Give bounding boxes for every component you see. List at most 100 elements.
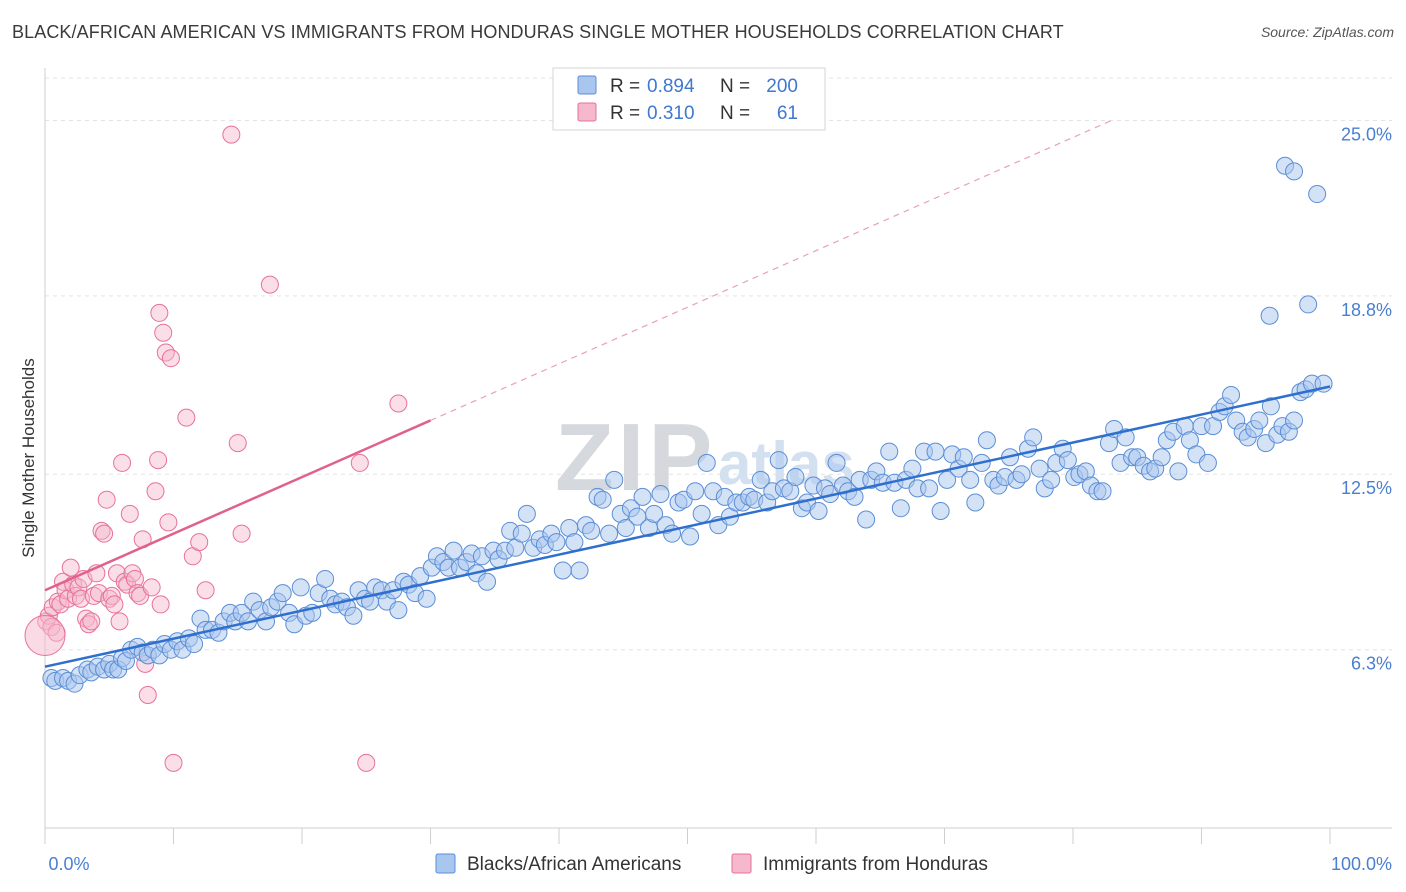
honduras-point [196,581,215,600]
honduras-point [113,453,132,472]
honduras-point [222,125,241,144]
black-point [1250,411,1269,430]
honduras-trend-line [44,419,432,592]
black-point [961,470,980,489]
black-trend-line [44,385,1331,668]
black-points [42,156,1333,693]
black-point [1152,448,1171,467]
legend-swatch-blue [577,75,597,95]
black-point [954,448,973,467]
honduras-point [142,578,161,597]
y-tick-label: 25.0% [1341,124,1392,144]
y-tick-label: 18.8% [1341,300,1392,320]
bottom-legend-label-2: Immigrants from Honduras [763,854,988,875]
black-point [681,527,700,546]
honduras-trend-extension [430,119,1112,422]
y-tick-labels: 6.3% 12.5% 18.8% 25.0% [1341,124,1392,673]
honduras-point [232,524,251,543]
honduras-point [95,524,114,543]
honduras-point [69,578,88,597]
black-point [444,541,463,560]
honduras-point [125,569,144,588]
black-point [931,502,950,521]
legend-n-value-2: 61 [777,103,798,124]
legend-r-label-2: R = [610,103,640,124]
honduras-point [164,753,183,772]
black-point [389,601,408,620]
honduras-point [357,753,376,772]
black-point [769,451,788,470]
source-label: Source: ZipAtlas.com [1260,24,1394,40]
black-point [938,470,957,489]
black-point [1093,482,1112,501]
x-tick-labels: 0.0% 100.0% [48,854,1392,874]
honduras-point [105,595,124,614]
black-point [1042,470,1061,489]
black-point [926,442,945,461]
honduras-point [110,612,129,631]
chart-title: BLACK/AFRICAN AMERICAN VS IMMIGRANTS FRO… [12,22,1064,42]
honduras-point [156,343,175,362]
legend-n-label-2: N = [720,103,750,124]
black-point [977,431,996,450]
black-point-outlier [1299,295,1318,314]
bottom-legend-swatch-pink [731,853,752,874]
black-point [786,468,805,487]
legend-n-value-1: 200 [766,76,798,97]
black-point [1222,385,1241,404]
black-point [1198,453,1217,472]
black-point [517,504,536,523]
honduras-point [177,408,196,427]
black-point-outlier [1260,306,1279,325]
honduras-point [146,482,165,501]
grid-lines [45,77,1392,651]
black-point [633,487,652,506]
y-tick-label: 6.3% [1351,654,1392,674]
honduras-point [150,303,169,322]
legend-swatch-pink [577,102,597,122]
black-point [547,533,566,552]
black-point [565,533,584,552]
honduras-point [120,504,139,523]
black-point [903,459,922,478]
black-point [593,490,612,509]
black-point [582,521,601,540]
black-point [553,561,572,580]
black-point [827,453,846,472]
black-point [478,572,497,591]
honduras-point [190,533,209,552]
black-point [891,499,910,518]
honduras-point [97,490,116,509]
black-point [651,485,670,504]
axes [44,68,1392,844]
black-point-outlier [1308,185,1327,204]
bottom-legend-swatch-blue [435,853,456,874]
black-point [880,442,899,461]
black-point-outlier [1285,162,1304,181]
black-point [291,578,310,597]
black-point [316,569,335,588]
honduras-point [159,513,178,532]
correlation-legend: R = 0.894 N = 200 R = 0.310 N = 61 [552,67,826,131]
honduras-point [100,589,119,608]
black-point [966,493,985,512]
black-point [1058,451,1077,470]
black-point [645,504,664,523]
legend-n-label-1: N = [720,76,750,97]
honduras-points [24,125,408,772]
black-point [273,584,292,603]
honduras-point [84,586,103,605]
black-point [1024,428,1043,447]
black-point [605,470,624,489]
black-point [697,453,716,472]
honduras-point [82,612,101,631]
black-point [845,487,864,506]
honduras-point [138,685,157,704]
black-point [512,524,531,543]
black-point [616,519,635,537]
x-tick-label-max: 100.0% [1331,854,1392,874]
black-point [600,524,619,543]
legend-r-value-1: 0.894 [647,76,695,97]
black-point [920,479,939,498]
